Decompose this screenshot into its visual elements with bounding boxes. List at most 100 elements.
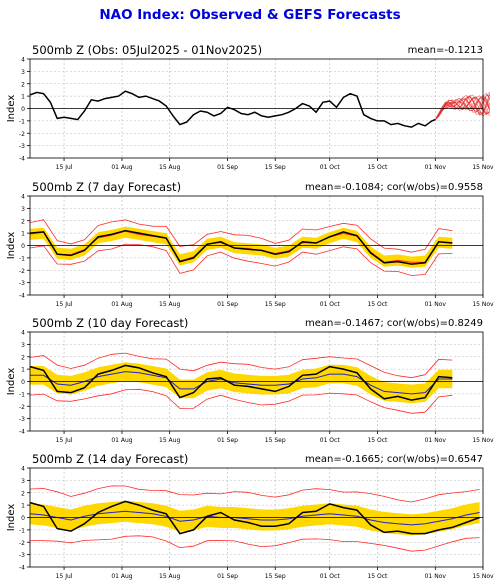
x-tick-label: 01 Nov: [425, 573, 447, 580]
y-tick-label: 1: [21, 94, 25, 101]
y-tick-label: -2: [19, 268, 25, 275]
y-tick-label: 0: [21, 243, 25, 250]
y-tick-label: -2: [19, 131, 25, 138]
x-tick-label: 01 Oct: [320, 301, 341, 308]
x-tick-label: 01 Nov: [425, 164, 447, 171]
y-tick-label: -4: [19, 293, 25, 300]
x-tick-label: 01 Sep: [217, 164, 238, 171]
x-tick-label: 15 Aug: [159, 437, 180, 444]
envelope-lower-line: [29, 535, 480, 552]
y-tick-label: -1: [19, 391, 25, 398]
envelope-lower-line: [29, 243, 453, 276]
ensemble-mean-line: [30, 371, 453, 395]
panel-1-stats: mean=-0.1213: [407, 45, 483, 56]
y-axis-label: Index: [6, 504, 17, 532]
x-tick-label: 15 Aug: [159, 301, 180, 308]
panel-3: -4 -3 -2 -1 0 1 2 3 4 15 Jul 01 Aug 15 Aug 01 Sep 15 …: [6, 330, 494, 445]
x-tick-label: 01 Aug: [111, 301, 132, 308]
observed-line: [29, 500, 480, 535]
y-tick-label: -1: [19, 118, 25, 125]
y-axis-label: Index: [6, 368, 17, 396]
y-tick-label: 2: [21, 490, 25, 497]
x-tick-label: 01 Sep: [217, 301, 238, 308]
x-tick-label: 01 Oct: [320, 437, 341, 444]
y-tick-label: 3: [21, 69, 25, 76]
main-title: NAO Index: Observed & GEFS Forecasts: [99, 7, 401, 23]
x-tick-label: 15 Jul: [56, 437, 73, 444]
observed-line: [29, 229, 453, 265]
x-tick-label: 15 Nov: [472, 301, 494, 308]
y-tick-label: 1: [21, 503, 25, 510]
x-tick-label: 15 Nov: [472, 164, 494, 171]
y-tick-label: 1: [21, 231, 25, 238]
y-tick-label: 4: [21, 57, 25, 64]
panel-2-stats: mean=-0.1084; cor(w/obs)=0.9558: [304, 182, 483, 193]
y-tick-label: 0: [21, 515, 25, 522]
x-tick-label: 15 Sep: [265, 437, 286, 444]
y-tick-label: 0: [21, 379, 25, 386]
y-tick-label: 3: [21, 342, 25, 349]
panel-4: -4 -3 -2 -1 0 1 2 3 4 15 Jul 01 Aug 15 Aug 01 Sep 15 …: [6, 466, 494, 581]
x-tick-label: 01 Nov: [425, 301, 447, 308]
x-tick-label: 15 Aug: [159, 164, 180, 171]
y-axis-label: Index: [6, 95, 17, 123]
observed-line: [29, 364, 453, 401]
envelope-lower-line: [29, 388, 453, 414]
panel-1-title: 500mb Z (Obs: 05Jul2025 - 01Nov2025): [32, 43, 263, 57]
x-tick-label: 01 Oct: [320, 573, 341, 580]
x-tick-label: 01 Nov: [425, 437, 447, 444]
x-tick-label: 15 Oct: [367, 164, 388, 171]
forecast-band: [30, 500, 480, 536]
y-tick-label: -2: [19, 404, 25, 411]
observed-line: [29, 90, 436, 128]
y-tick-label: -4: [19, 156, 25, 163]
y-tick-label: -3: [19, 552, 25, 559]
x-tick-label: 01 Oct: [320, 164, 341, 171]
panel-3-title: 500mb Z (10 day Forecast): [32, 316, 189, 330]
panel-2-title: 500mb Z (7 day Forecast): [32, 180, 182, 194]
x-tick-label: 01 Aug: [111, 573, 132, 580]
y-tick-label: -2: [19, 540, 25, 547]
x-tick-label: 15 Sep: [265, 164, 286, 171]
y-tick-label: 4: [21, 194, 25, 201]
y-tick-label: -3: [19, 416, 25, 423]
x-tick-label: 15 Nov: [472, 573, 494, 580]
x-tick-label: 15 Jul: [56, 301, 73, 308]
x-tick-label: 15 Oct: [367, 437, 388, 444]
x-tick-label: 01 Aug: [111, 437, 132, 444]
x-tick-label: 01 Aug: [111, 164, 132, 171]
y-tick-label: -4: [19, 429, 25, 436]
x-tick-label: 15 Jul: [56, 164, 73, 171]
panel-1: -4 -3 -2 -1 0 1 2 3 4 15 Jul 01 Aug 15 Aug 01 Sep 15 …: [6, 57, 494, 172]
ensemble-mean-line: [29, 510, 480, 526]
envelope-upper-line: [29, 485, 480, 503]
y-tick-label: -1: [19, 255, 25, 262]
forecast-band: [30, 226, 453, 268]
panel-3-stats: mean=-0.1467; cor(w/obs)=0.8249: [304, 318, 483, 329]
y-tick-label: -4: [19, 565, 25, 572]
y-tick-label: 1: [21, 367, 25, 374]
y-tick-label: -3: [19, 280, 25, 287]
x-tick-label: 15 Sep: [265, 301, 286, 308]
x-tick-label: 15 Oct: [367, 573, 388, 580]
x-tick-label: 15 Oct: [367, 301, 388, 308]
panel-4-title: 500mb Z (14 day Forecast): [32, 452, 189, 466]
panel-4-stats: mean=-0.1665; cor(w/obs)=0.6547: [304, 454, 483, 465]
y-tick-label: 2: [21, 218, 25, 225]
x-tick-label: 15 Aug: [159, 573, 180, 580]
y-tick-label: -1: [19, 527, 25, 534]
panel-2: -4 -3 -2 -1 0 1 2 3 4 15 Jul 01 Aug 15 Aug 01 Sep 15 …: [6, 194, 494, 309]
x-tick-label: 01 Sep: [217, 437, 238, 444]
y-tick-label: 3: [21, 206, 25, 213]
x-tick-label: 15 Jul: [56, 573, 73, 580]
envelope-upper-line: [29, 352, 453, 379]
y-tick-label: -3: [19, 143, 25, 150]
y-tick-label: 3: [21, 478, 25, 485]
y-tick-label: 4: [21, 466, 25, 473]
y-tick-label: 4: [21, 330, 25, 337]
y-tick-label: 2: [21, 81, 25, 88]
x-tick-label: 01 Sep: [217, 573, 238, 580]
y-tick-label: 0: [21, 106, 25, 113]
x-tick-label: 15 Nov: [472, 437, 494, 444]
